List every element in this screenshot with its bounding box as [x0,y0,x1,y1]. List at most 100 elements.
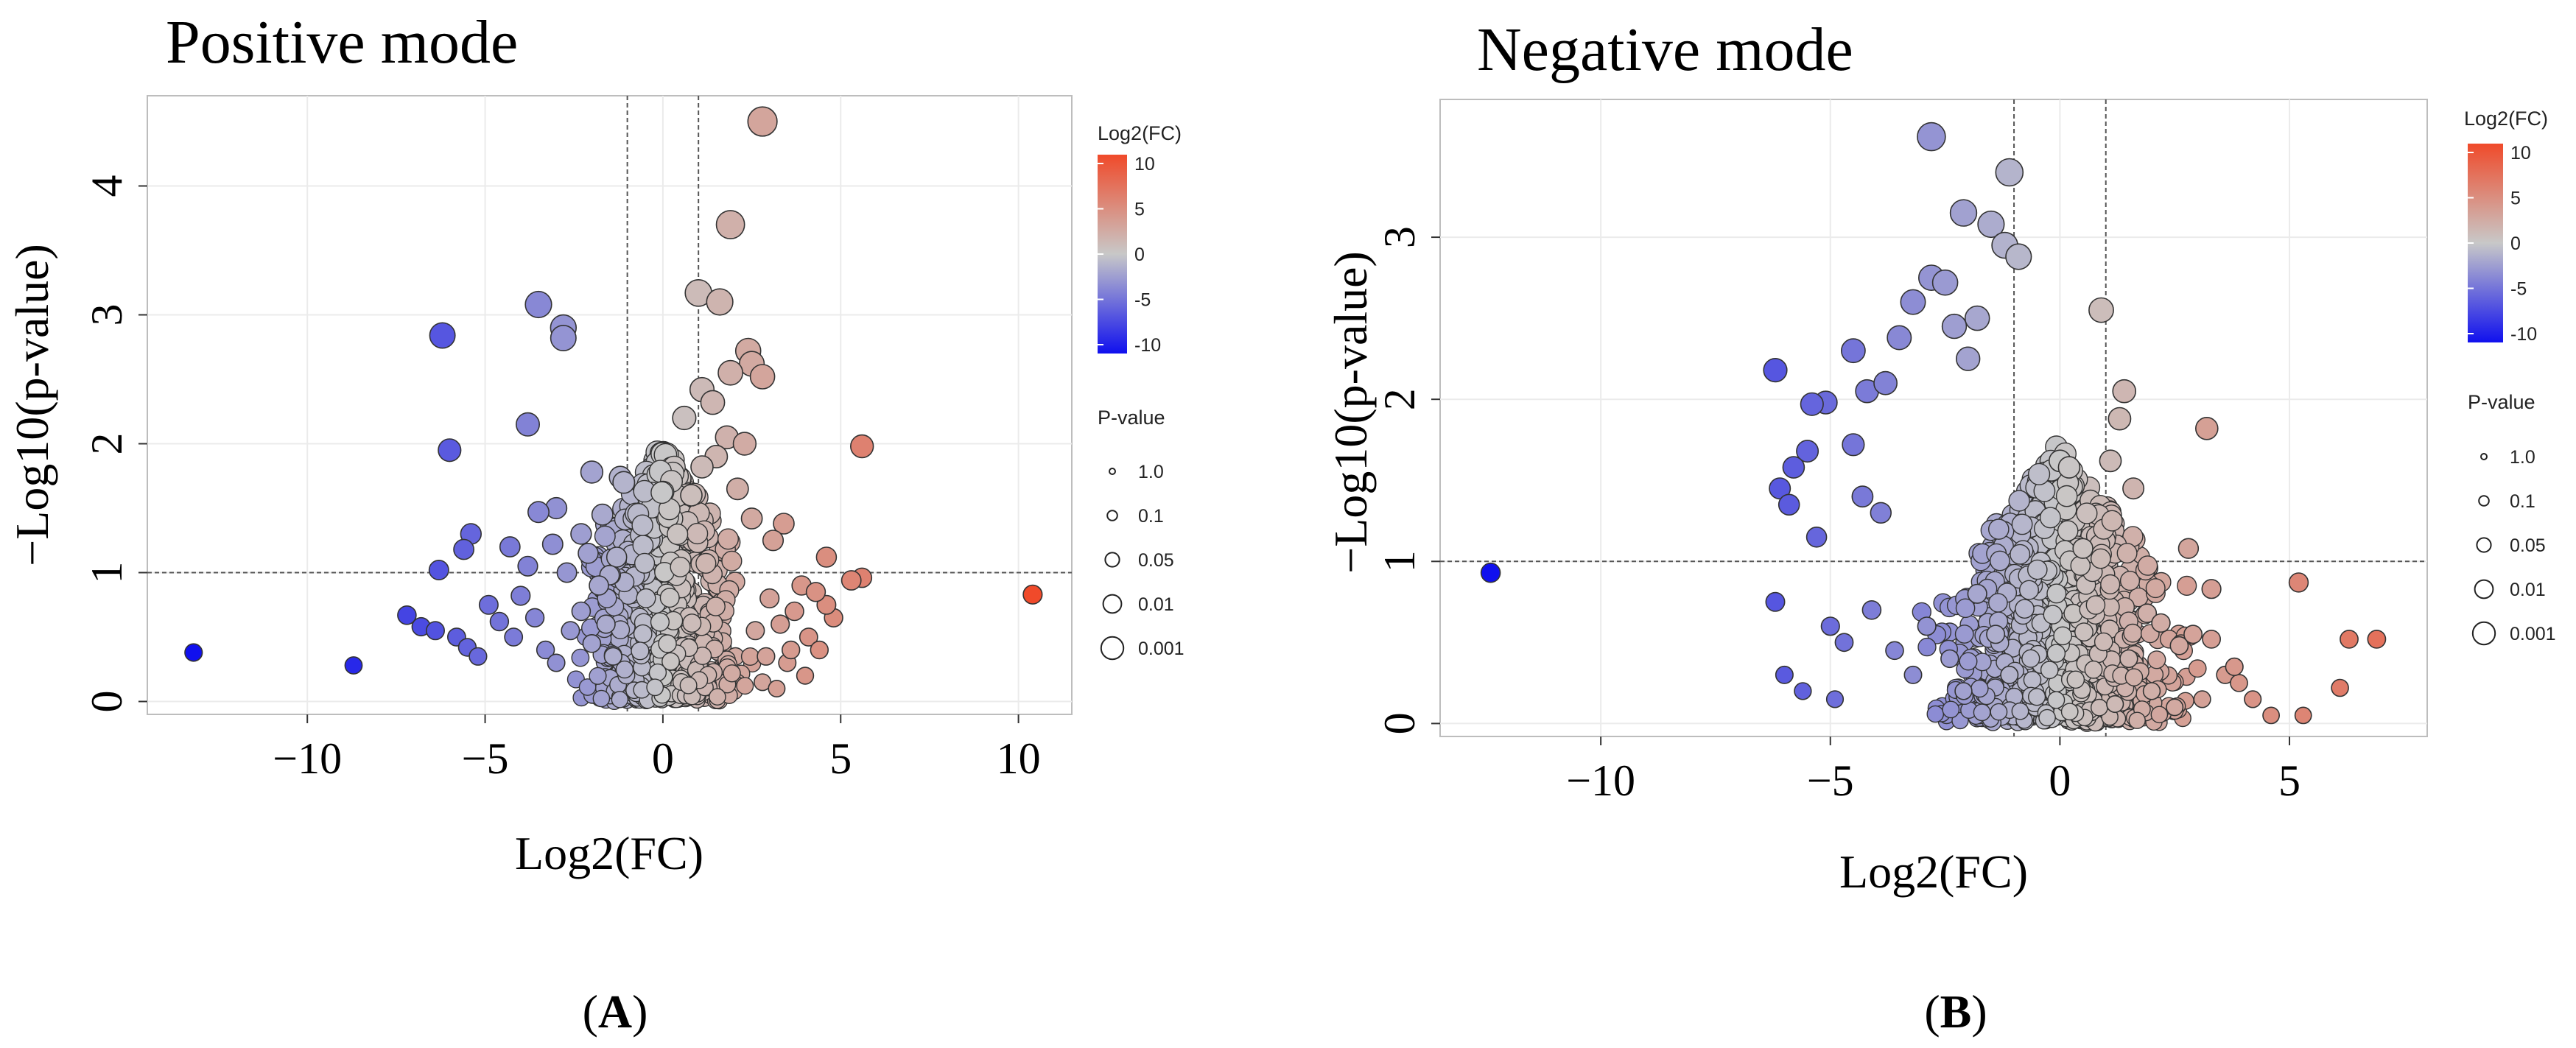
data-point [781,640,801,660]
data-point [1990,703,2008,721]
data-point [1820,616,1840,636]
data-point [687,522,709,545]
data-point [541,533,564,555]
data-point [2367,630,2387,649]
y-tick-label: 0 [1375,712,1424,734]
size-legend-label: 0.1 [2510,491,2535,512]
data-point [700,390,726,415]
panel-a-legend: Log2(FC) 10 5 0 -5 -10 P-value 1.0 0.1 0.05 0.0… [1098,122,1185,661]
data-point [1955,598,1976,619]
data-point [768,679,786,697]
data-point [740,507,763,530]
data-point [517,555,538,577]
size-legend-label: 1.0 [2510,447,2535,468]
data-point [603,647,622,666]
data-point [1777,493,1800,516]
data-point [2043,605,2063,625]
data-point [2023,671,2042,689]
y-tick-label: 0 [83,691,131,713]
panel-a-size-legend-title: P-value [1098,407,1165,429]
data-point [1775,665,1794,684]
panel-a-title: Positive mode [166,8,518,77]
data-point [615,660,634,679]
colorbar-tick-label: 10 [1134,154,1155,175]
panel-a-color-legend-title: Log2(FC) [1098,122,1182,144]
panel-a-y-ticks: 0 1 2 3 4 [83,175,147,713]
data-point [1995,158,2024,187]
y-tick-label: 1 [1375,550,1424,572]
size-legend-label: 0.05 [1138,550,1174,571]
data-point [1949,199,1978,227]
data-point [1954,682,1973,700]
data-point [1926,705,1945,723]
data-point [510,585,531,606]
data-point [670,556,691,577]
data-point [2119,649,2138,669]
data-point [815,546,838,568]
x-tick-label: 5 [829,734,852,783]
size-legend-circle [2480,453,2488,460]
data-point [633,624,653,644]
data-point [2147,650,2166,669]
data-point [2122,477,2145,500]
data-point [2084,660,2103,679]
data-point [428,559,449,580]
data-point [680,484,703,507]
data-point [721,550,743,572]
data-point [1825,690,1845,708]
data-point [550,324,577,351]
data-point [2151,613,2171,633]
colorbar-tick-label: 10 [2510,143,2531,163]
data-point [726,477,749,501]
data-point [650,481,673,504]
panel-a-plot-area [147,95,1073,715]
data-point [631,641,650,661]
x-tick-label: −5 [462,734,509,783]
data-point [1917,122,1946,152]
panel-a-x-axis-label: Log2(FC) [515,827,703,879]
x-tick-label: 10 [997,734,1041,783]
data-point [438,438,462,463]
colorbar-tick-label: 0 [1134,245,1145,265]
data-point [429,322,456,349]
data-point [1967,583,1987,604]
data-point [672,405,697,431]
data-point [658,634,677,653]
data-point [2088,297,2114,323]
data-point [499,536,521,558]
data-point [2195,416,2219,440]
data-point [2262,706,2281,725]
data-point [745,621,765,641]
data-point [2010,544,2031,565]
data-point [799,627,818,647]
x-tick-label: −10 [273,734,342,783]
data-point [2038,708,2056,727]
data-point [571,648,590,667]
y-tick-label: 1 [83,562,131,584]
data-point [425,621,445,641]
data-point [690,455,714,479]
data-point [2177,575,2197,596]
panel-a-colorbar-ticks: 10 5 0 -5 -10 [1098,154,1161,356]
size-legend-label: 0.01 [1138,594,1174,615]
data-point [659,588,680,608]
data-point [1805,526,1828,548]
data-point [2028,688,2046,706]
data-point [2085,595,2106,615]
x-tick-label: −5 [1807,756,1854,805]
panel-b-size-legend: 1.0 0.1 0.05 0.01 0.001 [2471,447,2556,646]
colorbar-tick-label: -10 [1134,335,1161,356]
data-point [536,640,555,660]
data-point [717,528,740,550]
data-point [2015,599,2035,619]
data-point [1796,440,1819,463]
data-point [2090,548,2111,569]
data-point [2244,690,2262,708]
data-point [2011,702,2029,720]
size-legend-label: 0.001 [2510,624,2556,644]
data-point [2288,572,2309,593]
data-point [2057,520,2079,542]
data-point [2039,507,2061,529]
data-point [723,664,741,683]
panel-b-label: (B) [1924,985,1987,1038]
